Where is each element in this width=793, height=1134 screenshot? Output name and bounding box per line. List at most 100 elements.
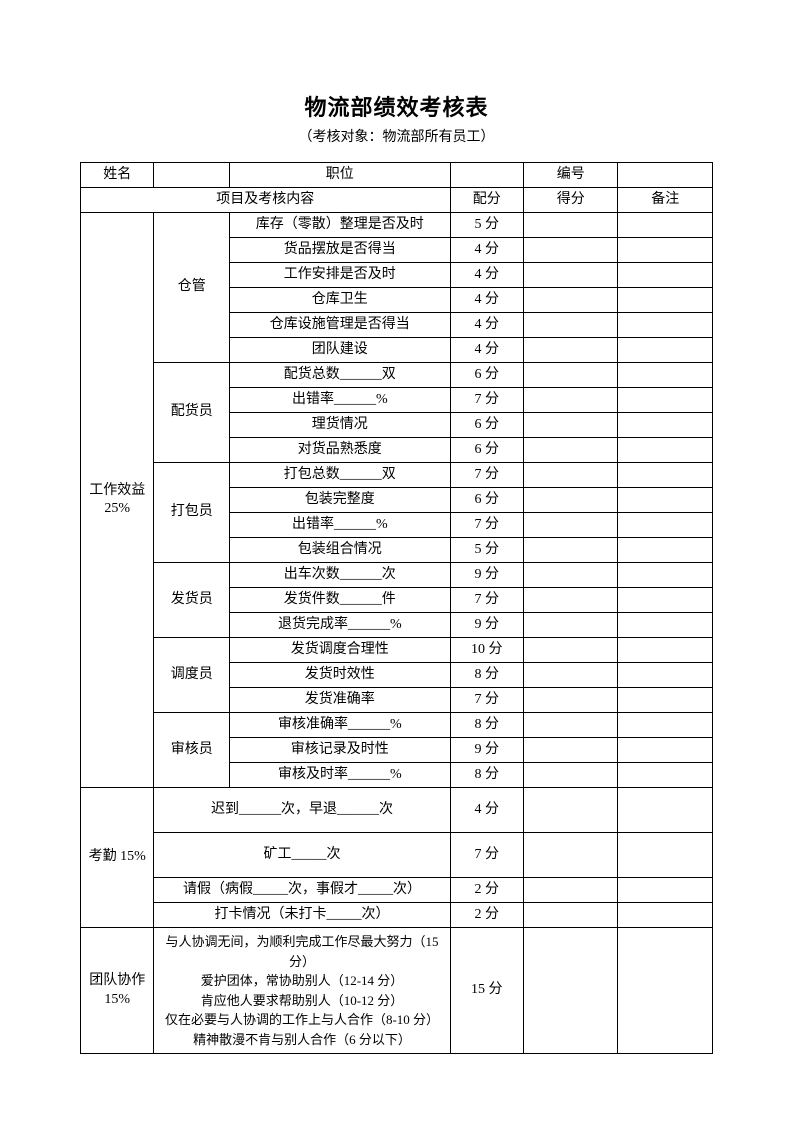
note-cell[interactable] xyxy=(618,563,713,588)
note-cell[interactable] xyxy=(618,788,713,833)
score-cell[interactable] xyxy=(524,688,618,713)
note-cell[interactable] xyxy=(618,463,713,488)
subcategory-cell: 仓管 xyxy=(154,213,230,363)
score-cell[interactable] xyxy=(524,288,618,313)
note-cell[interactable] xyxy=(618,638,713,663)
note-cell[interactable] xyxy=(618,878,713,903)
alloc-cell: 4 分 xyxy=(450,338,523,363)
item-cell: 发货准确率 xyxy=(230,688,450,713)
item-cell: 工作安排是否及时 xyxy=(230,263,450,288)
alloc-cell: 2 分 xyxy=(450,903,523,928)
item-cell: 打卡情况（未打卡_____次） xyxy=(154,903,450,928)
note-cell[interactable] xyxy=(618,288,713,313)
score-cell[interactable] xyxy=(524,463,618,488)
alloc-cell: 8 分 xyxy=(450,713,523,738)
note-cell[interactable] xyxy=(618,238,713,263)
item-cell: 货品摆放是否得当 xyxy=(230,238,450,263)
table-row: 调度员发货调度合理性10 分 xyxy=(81,638,713,663)
header-identity-row: 姓名职位编号 xyxy=(81,163,713,188)
note-cell[interactable] xyxy=(618,488,713,513)
alloc-cell: 5 分 xyxy=(450,213,523,238)
note-cell[interactable] xyxy=(618,833,713,878)
alloc-cell: 6 分 xyxy=(450,488,523,513)
score-cell[interactable] xyxy=(524,833,618,878)
alloc-cell: 7 分 xyxy=(450,833,523,878)
score-cell[interactable] xyxy=(524,413,618,438)
score-cell[interactable] xyxy=(524,563,618,588)
alloc-cell: 10 分 xyxy=(450,638,523,663)
score-cell[interactable] xyxy=(524,738,618,763)
alloc-cell: 5 分 xyxy=(450,538,523,563)
score-cell[interactable] xyxy=(524,903,618,928)
item-cell: 发货调度合理性 xyxy=(230,638,450,663)
note-cell[interactable] xyxy=(618,438,713,463)
note-cell[interactable] xyxy=(618,213,713,238)
score-cell[interactable] xyxy=(524,388,618,413)
column-header-row: 项目及考核内容配分得分备注 xyxy=(81,188,713,213)
position-label: 职位 xyxy=(230,163,450,188)
alloc-cell: 9 分 xyxy=(450,613,523,638)
note-cell[interactable] xyxy=(618,613,713,638)
note-cell[interactable] xyxy=(618,738,713,763)
item-cell: 矿工_____次 xyxy=(154,833,450,878)
note-cell[interactable] xyxy=(618,413,713,438)
item-cell: 对货品熟悉度 xyxy=(230,438,450,463)
id-value[interactable] xyxy=(618,163,713,188)
name-value[interactable] xyxy=(154,163,230,188)
note-cell[interactable] xyxy=(618,663,713,688)
score-cell[interactable] xyxy=(524,663,618,688)
note-cell[interactable] xyxy=(618,313,713,338)
score-cell[interactable] xyxy=(524,638,618,663)
note-cell[interactable] xyxy=(618,763,713,788)
score-cell[interactable] xyxy=(524,928,618,1054)
score-cell[interactable] xyxy=(524,588,618,613)
score-cell[interactable] xyxy=(524,313,618,338)
note-cell[interactable] xyxy=(618,388,713,413)
table-row: 配货员配货总数______双6 分 xyxy=(81,363,713,388)
item-cell: 打包总数______双 xyxy=(230,463,450,488)
position-value[interactable] xyxy=(450,163,523,188)
score-cell[interactable] xyxy=(524,238,618,263)
note-cell[interactable] xyxy=(618,363,713,388)
alloc-cell: 9 分 xyxy=(450,738,523,763)
score-cell[interactable] xyxy=(524,438,618,463)
score-cell[interactable] xyxy=(524,878,618,903)
note-cell[interactable] xyxy=(618,513,713,538)
note-cell[interactable] xyxy=(618,338,713,363)
score-cell[interactable] xyxy=(524,538,618,563)
col-note: 备注 xyxy=(618,188,713,213)
col-alloc: 配分 xyxy=(450,188,523,213)
category-cell: 团队协作15% xyxy=(81,928,154,1054)
score-cell[interactable] xyxy=(524,263,618,288)
score-cell[interactable] xyxy=(524,513,618,538)
note-cell[interactable] xyxy=(618,713,713,738)
table-row: 打卡情况（未打卡_____次）2 分 xyxy=(81,903,713,928)
note-cell[interactable] xyxy=(618,588,713,613)
score-cell[interactable] xyxy=(524,213,618,238)
alloc-cell: 7 分 xyxy=(450,513,523,538)
score-cell[interactable] xyxy=(524,338,618,363)
item-cell: 库存（零散）整理是否及时 xyxy=(230,213,450,238)
table-row: 团队协作15%与人协调无间，为顺利完成工作尽最大努力（15 分）爱护团体，常协助… xyxy=(81,928,713,1054)
alloc-cell: 4 分 xyxy=(450,238,523,263)
alloc-cell: 9 分 xyxy=(450,563,523,588)
note-cell[interactable] xyxy=(618,928,713,1054)
item-cell: 理货情况 xyxy=(230,413,450,438)
note-cell[interactable] xyxy=(618,688,713,713)
note-cell[interactable] xyxy=(618,263,713,288)
item-cell: 包装完整度 xyxy=(230,488,450,513)
subcategory-cell: 调度员 xyxy=(154,638,230,713)
alloc-cell: 7 分 xyxy=(450,463,523,488)
note-cell[interactable] xyxy=(618,538,713,563)
item-cell: 审核记录及时性 xyxy=(230,738,450,763)
score-cell[interactable] xyxy=(524,488,618,513)
page-title: 物流部绩效考核表 xyxy=(80,90,713,122)
score-cell[interactable] xyxy=(524,788,618,833)
score-cell[interactable] xyxy=(524,763,618,788)
score-cell[interactable] xyxy=(524,713,618,738)
item-cell: 审核及时率______% xyxy=(230,763,450,788)
item-cell: 发货时效性 xyxy=(230,663,450,688)
note-cell[interactable] xyxy=(618,903,713,928)
score-cell[interactable] xyxy=(524,363,618,388)
score-cell[interactable] xyxy=(524,613,618,638)
